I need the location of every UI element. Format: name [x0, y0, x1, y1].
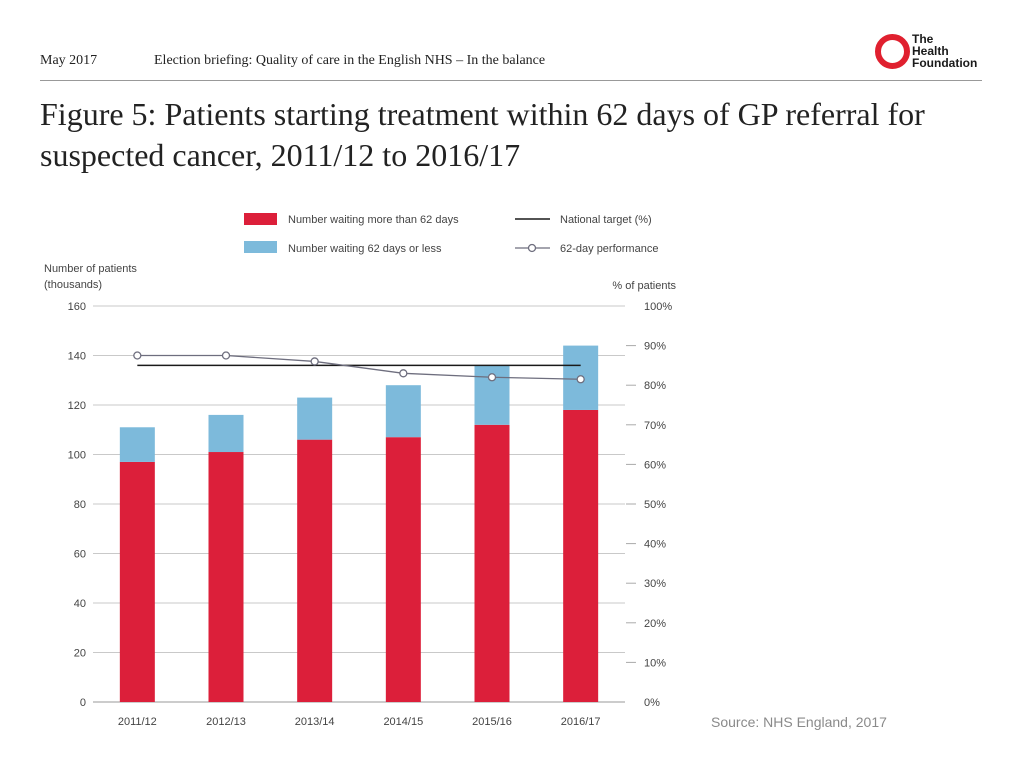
logo-line: Health — [912, 44, 949, 58]
performance-point — [576, 375, 585, 384]
performance-point — [221, 351, 231, 360]
y2-tick-label: 60% — [644, 459, 666, 471]
x-tick-label: 2011/12 — [118, 716, 157, 728]
y-tick-label: 120 — [68, 400, 86, 412]
bar-within-62-days — [385, 385, 421, 438]
y-tick-label: 0 — [80, 697, 86, 709]
bar-over-62-days — [119, 461, 155, 702]
logo-line: Foundation — [912, 56, 978, 70]
y-tick-label: 80 — [74, 499, 86, 511]
x-tick-label: 2016/17 — [561, 716, 601, 728]
y-axis-title: (thousands) — [44, 279, 102, 291]
y-tick-label: 60 — [74, 549, 86, 561]
y2-tick-label: 100% — [644, 301, 672, 313]
legend-label: Number waiting more than 62 days — [288, 214, 459, 226]
y2-tick-label: 70% — [644, 420, 666, 432]
y-tick-label: 160 — [68, 301, 86, 313]
y2-tick-label: 40% — [644, 539, 666, 551]
logo-ring-icon — [875, 34, 910, 69]
y-tick-label: 100 — [68, 450, 86, 462]
y2-tick-label: 90% — [644, 341, 666, 353]
performance-line — [137, 354, 581, 380]
legend-label: Number waiting 62 days or less — [288, 243, 442, 255]
y2-tick-label: 10% — [644, 657, 666, 669]
legend-swatch-within-62 — [244, 241, 277, 253]
legend-marker-performance — [527, 243, 537, 253]
y2-tick-label: 20% — [644, 618, 666, 630]
health-foundation-logo: The Health Foundation — [875, 33, 985, 73]
performance-point — [133, 351, 142, 360]
x-tick-label: 2015/16 — [472, 716, 512, 728]
legend-label: 62-day performance — [560, 243, 658, 255]
performance-point — [310, 357, 319, 366]
y-tick-label: 20 — [74, 648, 86, 660]
x-tick-label: 2014/15 — [383, 716, 423, 728]
logo-line: The — [912, 32, 934, 46]
page-header: May 2017 Election briefing: Quality of c… — [40, 52, 982, 81]
x-tick-label: 2013/14 — [295, 716, 335, 728]
bar-over-62-days — [385, 437, 421, 702]
legend-label: National target (%) — [560, 214, 652, 226]
y-axis-title: Number of patients — [44, 263, 137, 275]
bar-over-62-days — [297, 439, 333, 702]
bar-within-62-days — [297, 397, 333, 440]
y-tick-label: 40 — [74, 598, 86, 610]
legend-swatch-over-62 — [244, 213, 277, 225]
y2-tick-label: 0% — [644, 697, 660, 709]
briefing-title: Election briefing: Quality of care in th… — [154, 53, 546, 68]
y2-tick-label: 80% — [644, 380, 666, 392]
bar-over-62-days — [474, 424, 510, 702]
figure-title: Figure 5: Patients starting treatment wi… — [40, 96, 925, 173]
performance-point — [399, 369, 408, 378]
y2-tick-label: 50% — [644, 499, 666, 511]
bar-over-62-days — [563, 409, 599, 702]
y2-axis-title: % of patients — [612, 280, 676, 292]
briefing-date: May 2017 — [40, 53, 98, 68]
y-tick-label: 140 — [68, 351, 86, 363]
logo-text: The Health Foundation — [912, 33, 977, 69]
performance-point — [487, 373, 497, 382]
y2-tick-label: 30% — [644, 578, 666, 590]
bar-over-62-days — [208, 452, 244, 702]
x-tick-label: 2012/13 — [206, 716, 246, 728]
source-note: Source: NHS England, 2017 — [711, 714, 887, 730]
bar-within-62-days — [119, 427, 155, 462]
bar-within-62-days — [208, 414, 244, 453]
